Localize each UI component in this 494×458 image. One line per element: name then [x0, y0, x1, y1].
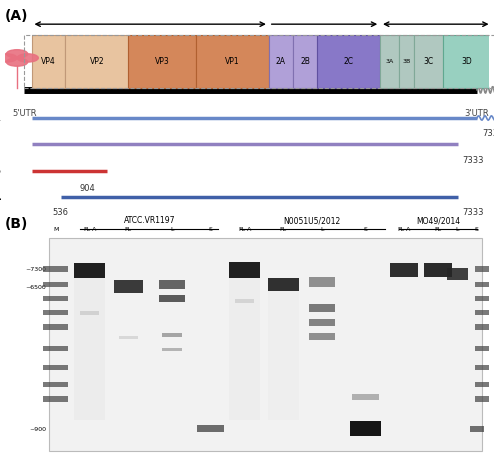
Bar: [269, 35, 293, 88]
Bar: [159, 295, 185, 302]
Text: S: S: [209, 227, 212, 232]
Bar: [309, 333, 335, 340]
Text: ATCC.VR1197: ATCC.VR1197: [124, 216, 176, 225]
Bar: [424, 263, 453, 277]
Bar: [268, 290, 299, 420]
Bar: [43, 296, 68, 301]
Text: L: L: [456, 227, 459, 232]
Text: MO49/2014: MO49/2014: [416, 216, 460, 225]
Text: FL: FL: [280, 227, 287, 232]
Bar: [114, 280, 143, 293]
Text: VP4: VP4: [41, 57, 56, 66]
Bar: [475, 296, 489, 301]
Text: L: L: [320, 227, 324, 232]
Text: VP3: VP3: [155, 57, 169, 66]
Bar: [43, 282, 68, 287]
Text: ~6500: ~6500: [25, 285, 46, 290]
Bar: [43, 324, 68, 330]
Text: 7333: 7333: [482, 129, 494, 138]
Bar: [475, 382, 489, 387]
Bar: [43, 365, 68, 370]
Bar: [229, 278, 260, 420]
Bar: [24, 35, 494, 88]
Bar: [65, 35, 128, 88]
Bar: [43, 310, 68, 316]
Bar: [80, 311, 99, 315]
Bar: [443, 35, 492, 88]
Bar: [159, 280, 185, 289]
Bar: [198, 425, 224, 432]
Bar: [229, 262, 260, 278]
Text: 2B: 2B: [300, 57, 310, 66]
Bar: [32, 35, 65, 88]
Bar: [475, 267, 489, 272]
Bar: [43, 346, 68, 351]
Circle shape: [6, 49, 28, 58]
Text: 3A: 3A: [386, 59, 394, 64]
Bar: [162, 348, 182, 351]
Bar: [350, 421, 381, 436]
Bar: [119, 336, 138, 339]
Text: N0051U5/2012: N0051U5/2012: [284, 216, 341, 225]
Bar: [470, 425, 484, 431]
Text: FL-A: FL-A: [83, 227, 96, 232]
Text: 2C: 2C: [344, 57, 354, 66]
Bar: [475, 346, 489, 351]
Text: 3D: 3D: [462, 57, 473, 66]
Text: 3B: 3B: [403, 59, 411, 64]
Bar: [414, 35, 443, 88]
Text: VP2: VP2: [89, 57, 104, 66]
Text: 7333: 7333: [462, 208, 484, 217]
Bar: [447, 267, 468, 280]
Text: M: M: [53, 227, 58, 232]
Text: ~7300: ~7300: [25, 267, 46, 272]
Bar: [400, 35, 414, 88]
Text: 5'UTR: 5'UTR: [12, 109, 37, 118]
Bar: [196, 35, 269, 88]
Text: 3C: 3C: [423, 57, 434, 66]
Bar: [43, 397, 68, 402]
Text: 2A: 2A: [276, 57, 286, 66]
Text: FL-A: FL-A: [398, 227, 411, 232]
Text: VP1: VP1: [225, 57, 240, 66]
Bar: [162, 333, 182, 338]
Text: S: S: [475, 227, 479, 232]
Bar: [475, 324, 489, 330]
Bar: [380, 35, 400, 88]
Bar: [309, 319, 335, 326]
Bar: [352, 394, 379, 400]
Bar: [235, 299, 254, 303]
Circle shape: [17, 54, 39, 62]
Text: 536: 536: [53, 208, 69, 217]
Bar: [309, 277, 335, 287]
Text: (B): (B): [5, 217, 28, 231]
Circle shape: [0, 54, 17, 62]
Text: ~900: ~900: [29, 427, 46, 432]
Text: S: S: [364, 227, 368, 232]
Bar: [309, 304, 335, 312]
Circle shape: [6, 58, 28, 66]
Bar: [390, 263, 418, 277]
Bar: [475, 310, 489, 316]
Bar: [475, 282, 489, 287]
Text: (A): (A): [5, 9, 29, 23]
Bar: [74, 278, 105, 420]
Bar: [475, 397, 489, 402]
Bar: [43, 267, 68, 272]
Bar: [74, 262, 105, 278]
Bar: [293, 35, 317, 88]
Text: L: L: [170, 227, 174, 232]
Text: FL: FL: [125, 227, 132, 232]
Bar: [128, 35, 196, 88]
Bar: [43, 382, 68, 387]
Bar: [268, 278, 299, 291]
Text: 7333: 7333: [462, 156, 484, 164]
Text: 3'UTR: 3'UTR: [465, 109, 489, 118]
Bar: [475, 365, 489, 370]
Text: FL: FL: [435, 227, 442, 232]
Bar: [48, 238, 482, 451]
Text: FL-A: FL-A: [238, 227, 251, 232]
Text: 904: 904: [80, 184, 95, 193]
Bar: [317, 35, 380, 88]
